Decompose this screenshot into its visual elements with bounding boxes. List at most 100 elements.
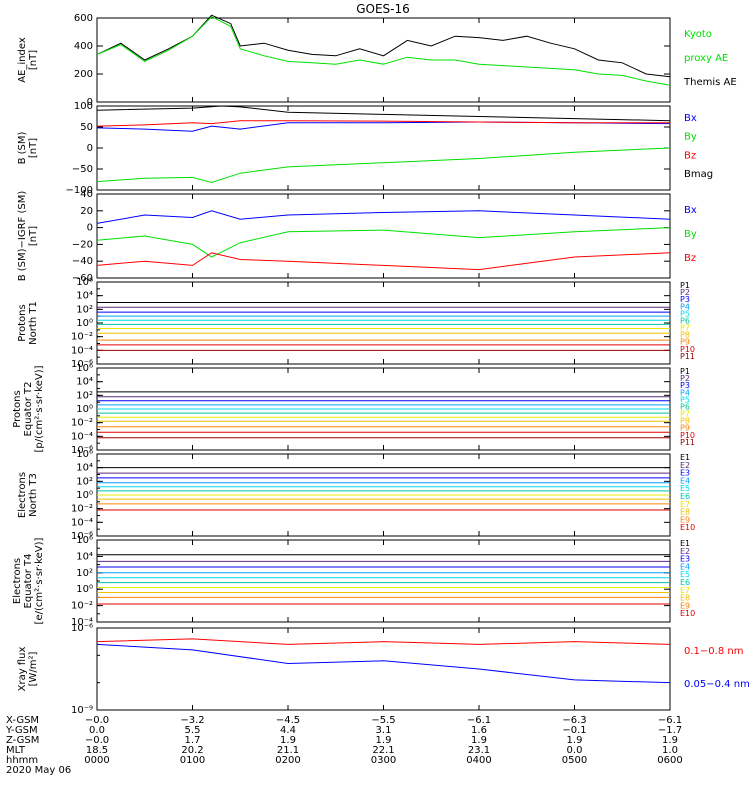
legend-label: P3 [680,295,690,304]
plot-frame [96,281,671,365]
legend-label: P9 [680,338,690,347]
plot-frame [96,627,671,711]
series-line [96,14,671,78]
y-tick-label: 600 [74,13,93,24]
series-line [96,15,671,86]
y-axis-label: ProtonsNorth T1 [17,301,39,345]
y-tick-label: 10² [76,476,93,487]
series-line [96,643,671,684]
series-line [96,120,670,127]
panel-8: 10⁻⁹ 10⁻⁶ Xray flux[W/m²] 0.1−0.8 nm 0.05−0.… [17,623,750,716]
y-axis-label-line: B (SM)−IGRF (SM) [17,191,28,282]
y-axis-label-line: North T1 [28,301,39,345]
y-tick-label: 10⁰ [76,318,93,329]
ephemeris-row-label: hhmm [6,755,38,766]
y-tick-label: 10⁴ [76,377,93,388]
y-tick-label: 10⁶ [76,277,93,288]
series-line [96,105,671,122]
y-tick-label: 10⁻⁹ [71,705,93,716]
y-tick-label: 10⁶ [76,363,93,374]
ephemeris-value: 3.1 [376,725,392,736]
y-axis-label-line: B (SM) [17,131,28,164]
y-tick-label: 10⁻² [71,418,93,429]
ephemeris-value: 1.9 [567,735,583,746]
legend-label: E10 [680,523,695,532]
legend-label: P6 [680,402,690,411]
y-axis-label-line: Electrons [12,558,23,604]
legend-label: E1 [680,453,690,462]
ephemeris-value: 1.9 [376,735,392,746]
y-tick-label: 10⁻² [71,504,93,515]
ephemeris-value: 0600 [657,755,682,766]
legend-label: P7 [680,324,690,333]
legend-label: E10 [680,609,695,618]
legend-label: P2 [680,288,690,297]
ephemeris-value: 0300 [371,755,396,766]
ephemeris-value: −5.5 [371,715,395,726]
y-tick-label: 10⁰ [76,490,93,501]
ephemeris-value: 1.6 [471,725,487,736]
y-tick-label: 10⁴ [76,291,93,302]
y-axis-label-line: Electrons [17,472,28,518]
legend-label: E5 [680,484,690,493]
ephemeris-row-label: Y-GSM [5,725,38,736]
legend-label: P10 [680,431,695,440]
ephemeris-value: −0.0 [85,735,109,746]
y-tick-label: 50 [80,122,93,133]
legend-label: P6 [680,316,690,325]
ephemeris-row-label: MLT [6,745,26,756]
y-tick-label: 10⁴ [76,463,93,474]
legend-label: P4 [680,302,690,311]
y-tick-label: 10⁻⁴ [71,345,93,356]
legend-label: E7 [680,500,690,509]
y-tick-label: −20 [72,239,93,250]
y-axis-label-line: [e/(cm²·s·sr·keV)] [34,537,45,624]
ephemeris-row-label: X-GSM [6,715,39,726]
legend-label: P5 [680,395,690,404]
y-axis-label-line: [nT] [28,226,39,246]
y-tick-label: 40 [80,189,93,200]
legend-label: By [684,229,697,240]
y-tick-label: 10⁶ [76,449,93,460]
y-axis-label-line: [W/m²] [28,651,39,686]
ephemeris-value: 1.7 [185,735,201,746]
ephemeris-value: 21.1 [277,745,299,756]
legend-label: E3 [680,469,690,478]
ephemeris-value: 0500 [562,755,587,766]
legend-label: Bz [684,253,696,264]
legend-label: Bmag [684,169,713,180]
legend-label: E4 [680,562,690,571]
legend-label: P8 [680,331,690,340]
y-tick-label: 10⁻⁶ [71,623,93,634]
legend-label: Kyoto [684,29,712,40]
ephemeris-value: 4.4 [280,725,296,736]
legend-label: Bx [684,113,697,124]
y-tick-label: 0 [87,97,93,108]
y-axis-label: Xray flux[W/m²] [17,647,39,692]
legend-label: Bx [684,205,697,216]
ephemeris-value: 5.5 [185,725,201,736]
legend-label: P2 [680,374,690,383]
ephemeris-value: −0.1 [562,725,586,736]
legend-label: P3 [680,381,690,390]
series-line [96,227,671,258]
panel-3: −60 −40 −20 0 20 40 B (SM)−IGRF (SM)[nT] Bx By Bz [17,189,697,284]
legend-label: Themis AE [683,77,737,88]
chart-title: GOES-16 [356,2,410,16]
y-axis-label-line: [nT] [28,50,39,70]
ephemeris-value: 1.0 [662,745,678,756]
ephemeris-value: −1.7 [658,725,682,736]
ephemeris-value: 1.9 [280,735,296,746]
legend-label: 0.05−0.4 nm [684,679,750,690]
y-axis-label-line: Protons [12,390,23,427]
legend-label: E2 [680,461,690,470]
y-tick-label: 10² [76,568,93,579]
legend-label: P1 [680,367,690,376]
ephemeris-value: −0.0 [85,715,109,726]
legend-label: P8 [680,417,690,426]
y-tick-label: 10² [76,390,93,401]
y-tick-label: 200 [74,69,93,80]
y-axis-label-line: Xray flux [17,647,28,692]
legend-label: 0.1−0.8 nm [684,646,743,657]
